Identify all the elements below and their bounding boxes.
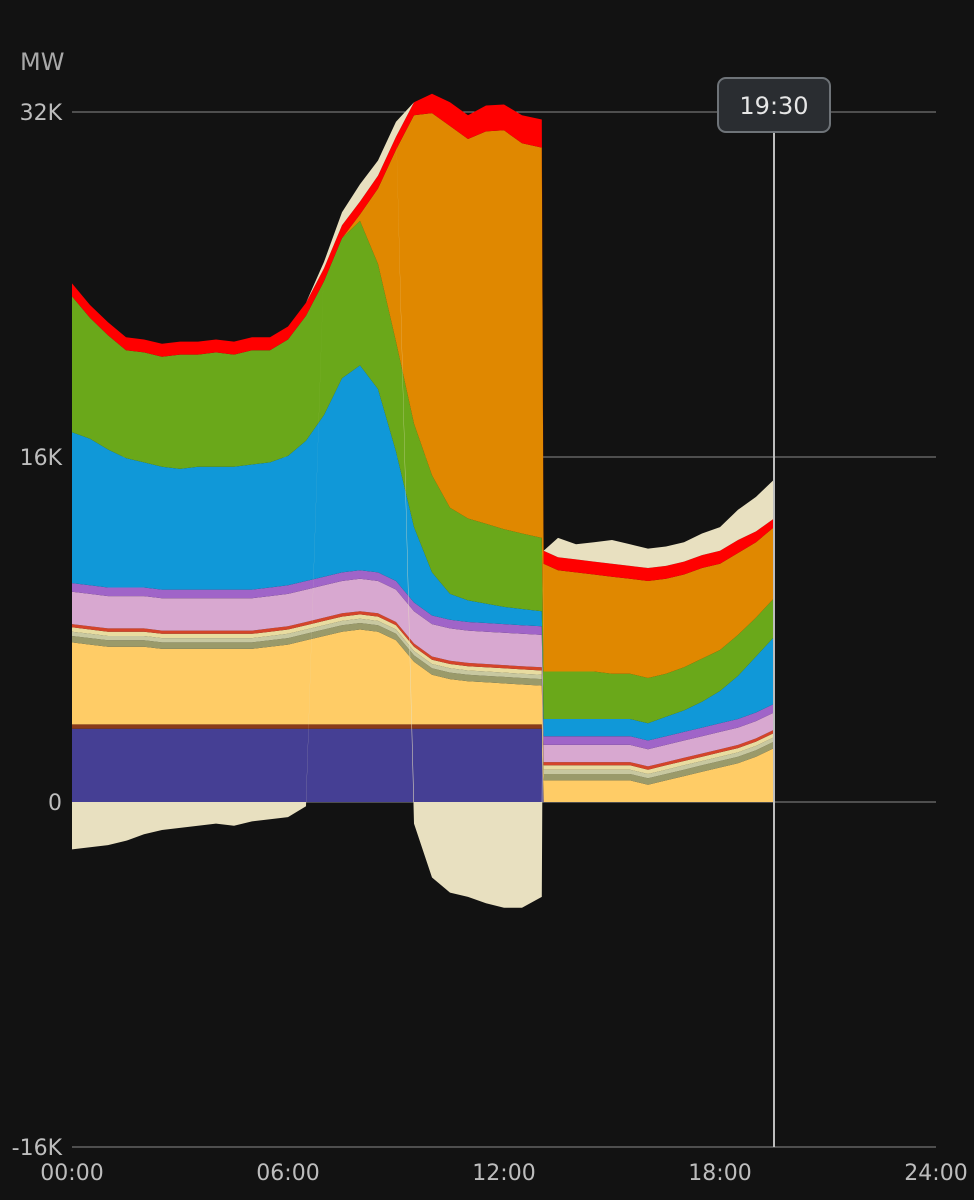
x-tick-label-1800: 18:00 xyxy=(688,1161,751,1186)
area-series-14 xyxy=(72,121,774,908)
y-axis-unit: MW xyxy=(20,48,64,76)
time-cursor[interactable]: 19:30 xyxy=(717,77,831,1147)
cursor-time-badge[interactable] xyxy=(717,77,831,133)
area-series-11 xyxy=(72,113,774,679)
y-tick-label-0: 0 xyxy=(48,791,62,816)
area-series-0 xyxy=(72,728,774,802)
area-series-8 xyxy=(72,570,774,750)
area-series-10 xyxy=(72,220,774,724)
x-tick-label-0600: 06:00 xyxy=(256,1161,319,1186)
area-series-3 xyxy=(72,623,774,785)
y-tick-label-16k: 16K xyxy=(20,446,63,471)
area-series-2 xyxy=(72,629,774,802)
x-axis-tick-labels: 00:00 06:00 12:00 18:00 24:00 xyxy=(40,1161,967,1186)
area-series-7 xyxy=(72,578,774,767)
y-tick-label-neg16k: -16K xyxy=(12,1136,63,1161)
area-series-6 xyxy=(72,611,774,770)
area-series-4 xyxy=(72,618,774,779)
area-series-5 xyxy=(72,614,774,774)
x-tick-label-2400: 24:00 xyxy=(904,1161,967,1186)
y-axis-tick-labels: 32K 16K 0 -16K xyxy=(12,101,63,1161)
x-tick-label-1200: 12:00 xyxy=(472,1161,535,1186)
stacked-areas xyxy=(72,93,774,908)
area-series-9 xyxy=(72,365,774,741)
cursor-time-label: 19:30 xyxy=(739,92,808,120)
x-tick-label-0000: 00:00 xyxy=(40,1161,103,1186)
y-tick-label-32k: 32K xyxy=(20,101,63,126)
